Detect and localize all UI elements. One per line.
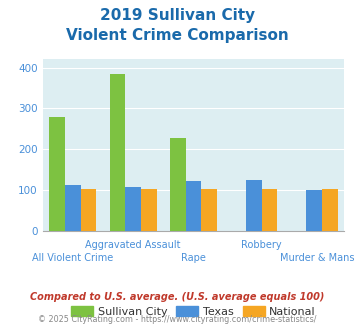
Bar: [65, 185, 81, 231]
Text: © 2025 CityRating.com - https://www.cityrating.com/crime-statistics/: © 2025 CityRating.com - https://www.city…: [38, 315, 317, 324]
Text: All Violent Crime: All Violent Crime: [32, 253, 113, 263]
Text: Violent Crime Comparison: Violent Crime Comparison: [66, 28, 289, 43]
Bar: [201, 189, 217, 231]
Bar: [322, 189, 338, 231]
Bar: [49, 117, 65, 231]
Text: Aggravated Assault: Aggravated Assault: [85, 240, 181, 249]
Bar: [141, 189, 157, 231]
Text: Robbery: Robbery: [241, 240, 282, 249]
Text: Rape: Rape: [181, 253, 206, 263]
Bar: [186, 181, 201, 231]
Bar: [81, 189, 96, 231]
Text: Compared to U.S. average. (U.S. average equals 100): Compared to U.S. average. (U.S. average …: [30, 292, 325, 302]
Legend: Sullivan City, Texas, National: Sullivan City, Texas, National: [67, 302, 320, 321]
Text: Murder & Mans...: Murder & Mans...: [280, 253, 355, 263]
Bar: [125, 187, 141, 231]
Bar: [306, 190, 322, 231]
Bar: [262, 189, 277, 231]
Bar: [246, 180, 262, 231]
Text: 2019 Sullivan City: 2019 Sullivan City: [100, 8, 255, 23]
Bar: [170, 138, 186, 231]
Bar: [110, 74, 125, 231]
